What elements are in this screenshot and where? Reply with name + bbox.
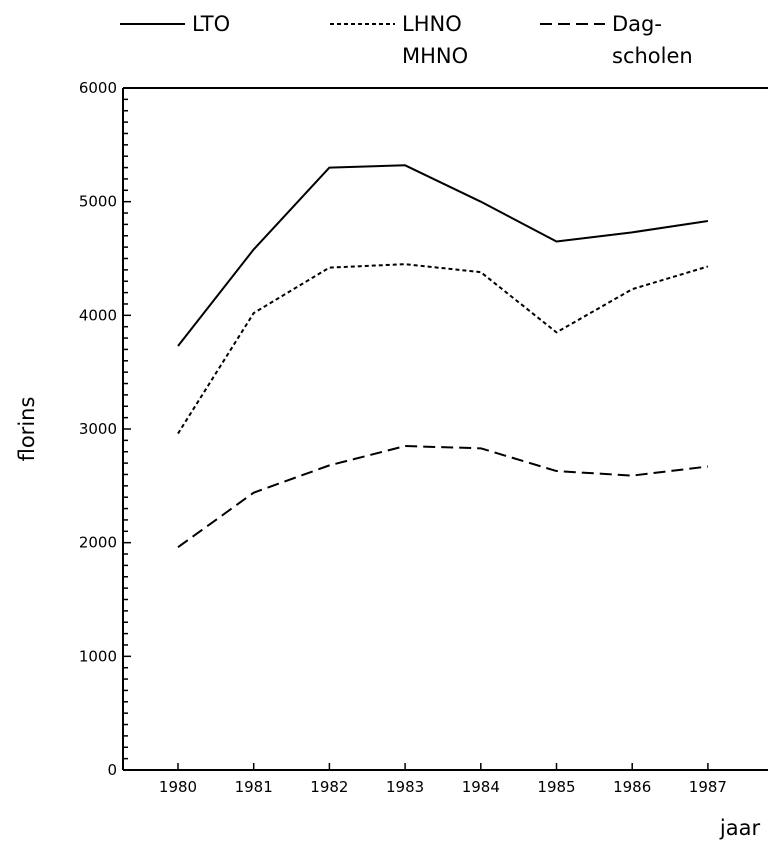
series-line-2 xyxy=(177,263,709,435)
x-tick-label: 1980 xyxy=(159,778,197,796)
x-tick-label: 1983 xyxy=(386,778,424,796)
x-tick-label: 1981 xyxy=(235,778,273,796)
legend-label-2: MHNO xyxy=(402,44,468,68)
series-line-1 xyxy=(177,164,709,347)
x-tick-label: 1985 xyxy=(537,778,575,796)
x-axis: 1980 1981 1982 1983 1984 1985 1986 1987 xyxy=(159,763,727,796)
series-line-3 xyxy=(177,445,709,549)
y-tick-label: 4000 xyxy=(79,306,117,324)
x-tick-label: 1982 xyxy=(310,778,348,796)
x-tick-label: 1986 xyxy=(613,778,651,796)
legend-label-3: Dag- xyxy=(612,12,662,36)
series-layer xyxy=(177,164,709,549)
x-tick-label: 1987 xyxy=(689,778,727,796)
legend-label-2: LHNO xyxy=(402,12,462,36)
y-tick-label: 3000 xyxy=(79,420,117,438)
legend-label-1: LTO xyxy=(192,12,230,36)
y-axis: 0 1000 2000 3000 4000 5000 6000 xyxy=(79,79,131,779)
x-tick-label: 1984 xyxy=(462,778,500,796)
y-tick-label: 6000 xyxy=(79,79,117,97)
y-tick-label: 0 xyxy=(107,761,117,779)
y-tick-label: 2000 xyxy=(79,534,117,552)
y-tick-label: 5000 xyxy=(79,193,117,211)
legend: LTO LHNO MHNO Dag-scholen xyxy=(120,12,693,68)
y-axis-title: florins xyxy=(15,397,39,462)
x-axis-title: jaar xyxy=(719,816,761,840)
legend-label-3: scholen xyxy=(612,44,693,68)
y-tick-label: 1000 xyxy=(79,647,117,665)
plot-frame xyxy=(122,87,768,771)
